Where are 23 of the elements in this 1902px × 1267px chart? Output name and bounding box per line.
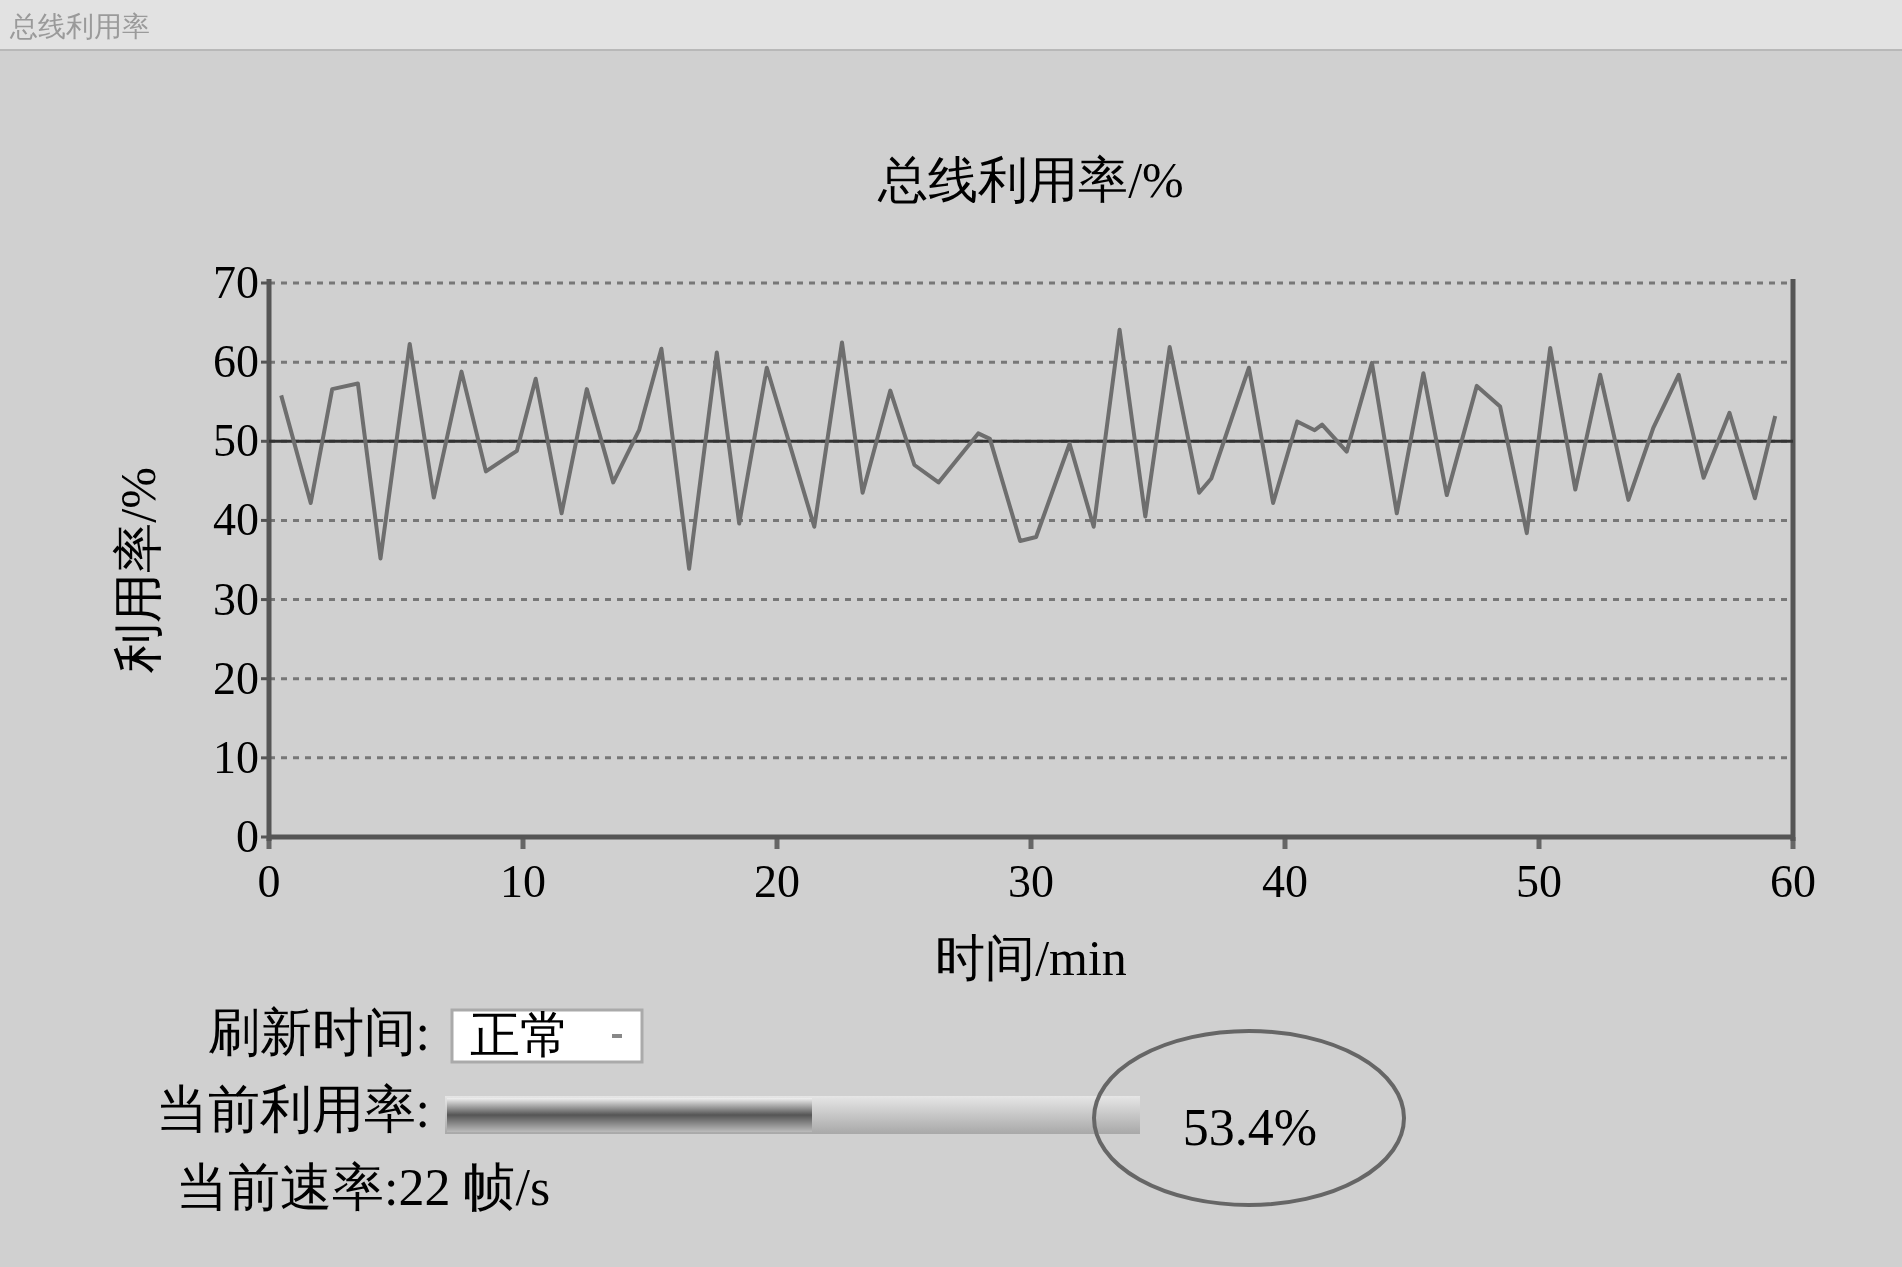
text: 总线利用率 [9, 11, 150, 42]
text: 当前利用率: [155, 1081, 430, 1138]
chart-title: 总线利用率/% [877, 152, 1184, 208]
y-tick-label: 30 [213, 573, 259, 625]
x-tick-label: 50 [1516, 856, 1562, 907]
y-tick-label: 50 [213, 415, 259, 467]
y-tick-label: 20 [213, 652, 259, 704]
y-tick-label: 40 [213, 494, 259, 546]
x-tick-label: 20 [754, 856, 800, 907]
y-tick-label: 60 [213, 336, 259, 388]
text: 正常 [470, 1007, 570, 1063]
text: 当前速率:22 帧/s [176, 1159, 551, 1216]
x-tick-label: 40 [1262, 856, 1308, 907]
y-tick-label: 10 [213, 731, 259, 783]
x-tick-label: 30 [1008, 856, 1054, 907]
text: 53.4% [1182, 1099, 1318, 1156]
y-axis-title: 利用率/% [110, 467, 166, 673]
x-tick-label: 60 [1770, 856, 1816, 907]
y-tick-label: 0 [236, 811, 259, 862]
text: 刷新时间: [207, 1004, 430, 1061]
x-tick-label: 10 [500, 856, 546, 907]
y-tick-label: 70 [213, 257, 259, 308]
x-axis-title: 时间/min [935, 930, 1127, 986]
